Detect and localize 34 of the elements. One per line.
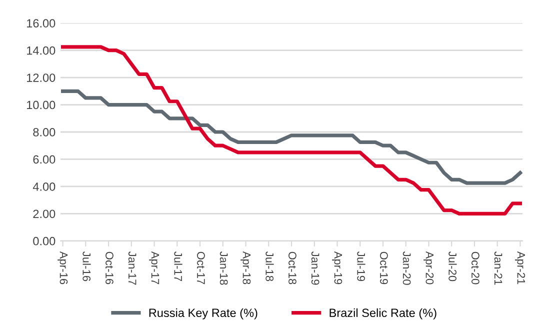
- y-tick-label: 10.00: [27, 100, 56, 110]
- y-tick-label: 6.00: [33, 155, 56, 164]
- x-tick-label: Apr-18: [240, 251, 251, 284]
- x-tick-label: Apr-21: [515, 251, 526, 284]
- x-tick-label: Jan-19: [311, 251, 320, 285]
- y-tick-label: 0.00: [33, 236, 56, 246]
- x-tick-label: Oct-18: [288, 252, 296, 284]
- x-tick-label: Jul-20: [448, 251, 457, 282]
- x-tick-label: Jan-17: [128, 251, 136, 285]
- y-tick-label: 14.00: [27, 46, 56, 55]
- x-tick-label: Apr-20: [424, 251, 434, 284]
- x-tick-label: Oct-19: [380, 252, 388, 284]
- x-tick-label: Apr-19: [332, 251, 342, 284]
- x-tick-label: Oct-20: [471, 252, 480, 284]
- legend-label: Russia Key Rate (%): [149, 308, 258, 320]
- x-tick-label: Jan-20: [402, 251, 411, 285]
- x-tick-label: Apr-16: [58, 251, 68, 284]
- x-tick-label: Jul-18: [266, 251, 274, 282]
- x-tick-label: Jan-18: [220, 251, 228, 285]
- x-tick-label: Jul-19: [357, 251, 366, 282]
- line-series: [60, 45, 522, 216]
- x-tick-label: Apr-17: [149, 251, 160, 284]
- x-tick-label: Jul-16: [82, 251, 91, 282]
- line-series: [60, 89, 522, 185]
- legend-label: Brazil Selic Rate (%): [330, 308, 436, 320]
- x-tick-label: Oct-17: [197, 252, 205, 284]
- y-tick-label: 12.00: [27, 74, 56, 82]
- x-tick-label: Oct-16: [106, 252, 114, 284]
- x-tick-label: Jan-21: [494, 251, 502, 285]
- x-tick-label: Jul-17: [174, 251, 182, 282]
- y-tick-label: 4.00: [32, 182, 56, 191]
- y-tick-label: 8.00: [33, 128, 56, 136]
- y-tick-label: 2.00: [33, 210, 56, 218]
- y-tick-label: 16.00: [27, 19, 56, 28]
